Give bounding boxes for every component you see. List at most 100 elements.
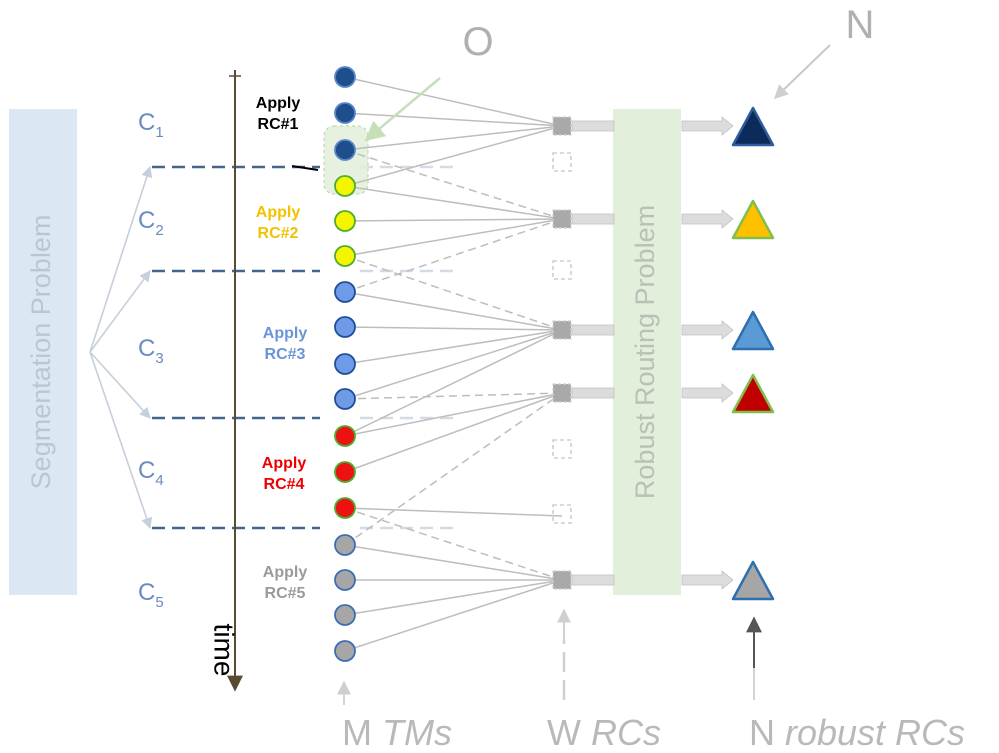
label-w-rcs: W RCs [547, 712, 661, 753]
robust-rc-triangle-1 [731, 106, 775, 147]
tm-node-8 [334, 316, 356, 338]
segmentation-fan-arrows [89, 165, 153, 530]
cluster-label-5: C5 [138, 579, 164, 611]
connector-out-4 [681, 383, 734, 403]
rc-squares [552, 116, 572, 590]
edge-10-b [344, 392, 563, 400]
tm-node-6 [334, 245, 356, 267]
edge-7-a [344, 218, 563, 293]
rc-inactive-2 [552, 260, 572, 280]
connector-out-3 [681, 320, 734, 340]
edge-5-a [344, 218, 563, 222]
connector-in-5 [571, 574, 615, 586]
edge-3-a [344, 125, 563, 151]
tm-node-5 [334, 210, 356, 232]
edge-13-a [344, 507, 563, 517]
edge-16-a [344, 579, 563, 616]
tm-node-1 [334, 66, 356, 88]
time-axis-label: time [209, 624, 240, 677]
edge-10-a [344, 329, 563, 400]
apply-label-4: Apply RC#4 [262, 455, 307, 493]
edge-11-b [344, 392, 563, 437]
rc-square-2 [552, 209, 572, 229]
connector-out-2 [681, 209, 734, 229]
rc-inactive-3 [552, 439, 572, 459]
label-m-tms: M TMs [342, 712, 452, 753]
overlap-tick [291, 165, 319, 171]
fan-arrow-4 [89, 351, 153, 530]
cluster-label-3: C3 [138, 335, 164, 367]
edge-2-a [344, 112, 563, 127]
rc-square-4 [552, 383, 572, 403]
rc-square-1 [552, 116, 572, 136]
arrow-n [773, 44, 831, 99]
edge-4-a [344, 125, 563, 187]
tm-node-15 [334, 569, 356, 591]
rc-inactive-4 [552, 504, 572, 524]
rc-inactive-1 [552, 152, 572, 172]
segmentation-problem-box [9, 109, 77, 595]
edge-7-b [344, 291, 563, 331]
edge-14-b [344, 544, 563, 581]
fan-arrow-3 [89, 351, 151, 419]
connector-out-1 [681, 116, 734, 136]
tm-node-10 [334, 388, 356, 410]
tm-node-4 [334, 175, 356, 197]
tm-to-rc-edges [344, 76, 563, 652]
edge-3-b [344, 149, 563, 220]
connector-in-3 [571, 324, 615, 336]
tm-node-13 [334, 497, 356, 519]
robust-rc-triangle-3 [731, 310, 775, 351]
rc-connectors [571, 116, 734, 590]
apply-label-1: Apply RC#1 [256, 95, 301, 133]
edge-11-a [344, 329, 563, 437]
edge-6-a [344, 218, 563, 257]
robust-rc-triangle-2 [731, 199, 775, 240]
edge-8-a [344, 326, 563, 331]
edge-6-b [344, 255, 563, 331]
edge-1-a [344, 76, 563, 127]
fan-arrow-1 [89, 165, 153, 353]
apply-label-2: Apply RC#2 [256, 204, 301, 242]
tm-node-3 [334, 139, 356, 161]
cluster-boundaries [152, 165, 460, 530]
robust-routing-problem-label: Robust Routing Problem [630, 205, 660, 499]
apply-label-3: Apply RC#3 [263, 325, 308, 363]
arrow-o [364, 77, 441, 142]
edge-17-a [344, 579, 563, 652]
rc-square-5 [552, 570, 572, 590]
edge-4-b [344, 185, 563, 220]
fan-arrow-2 [89, 270, 151, 353]
connector-in-1 [571, 120, 615, 132]
robust-routing-problem-box [613, 109, 681, 595]
tm-node-16 [334, 604, 356, 626]
cluster-label-1: C1 [138, 109, 164, 141]
apply-labels: Apply RC#1 Apply RC#2 Apply RC#3 Apply RC#4 … [256, 95, 308, 602]
robust-rc-triangles [731, 106, 775, 601]
tm-node-2 [334, 102, 356, 124]
bottom-labels: M TMs W RCs N robust RCs [342, 712, 965, 753]
apply-label-5: Apply RC#5 [263, 564, 308, 602]
connector-in-2 [571, 213, 615, 225]
edge-13-b [344, 507, 563, 581]
connector-in-4 [571, 387, 615, 399]
tm-node-9 [334, 353, 356, 375]
edge-14-a [344, 392, 563, 546]
robust-rc-triangle-4 [731, 373, 775, 414]
cluster-label-2: C2 [138, 207, 164, 239]
tm-node-11 [334, 425, 356, 447]
label-n-robust-rcs: N robust RCs [749, 712, 965, 753]
label-o: O [462, 20, 493, 64]
cluster-labels: C1 C2 C3 C4 C5 [138, 109, 164, 611]
tm-node-17 [334, 640, 356, 662]
cluster-label-4: C4 [138, 457, 164, 489]
edge-12-a [344, 392, 563, 473]
tm-node-14 [334, 534, 356, 556]
tm-node-12 [334, 461, 356, 483]
robust-rc-triangle-5 [731, 560, 775, 601]
edge-9-a [344, 329, 563, 365]
rc-square-3 [552, 320, 572, 340]
rc-squares-inactive [552, 152, 572, 524]
connector-out-5 [681, 570, 734, 590]
